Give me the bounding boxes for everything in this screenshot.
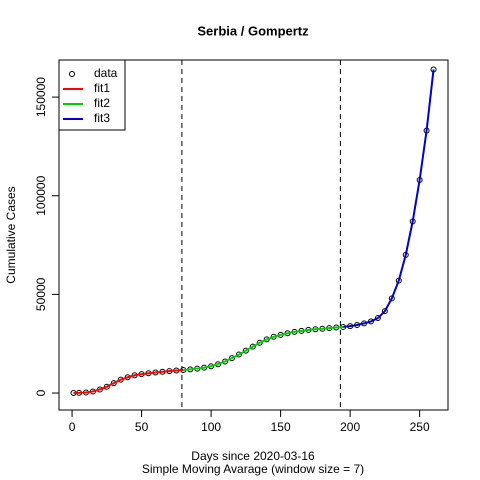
legend-label: fit1: [94, 81, 110, 95]
x-axis-label: Days since 2020-03-16: [191, 449, 315, 463]
y-tick-label: 150000: [34, 77, 48, 117]
fit-line: [73, 368, 184, 395]
chart-title: Serbia / Gompertz: [197, 23, 309, 38]
legend-symbol: [69, 71, 75, 77]
data-point: [110, 380, 117, 387]
data-point: [235, 351, 242, 358]
fit-line: [183, 325, 344, 371]
y-tick-label: 50000: [34, 277, 48, 311]
y-tick-label: 0: [34, 389, 48, 396]
legend-label: fit3: [94, 111, 110, 125]
data-point: [242, 347, 249, 354]
subtitle: Simple Moving Avarage (window size = 7): [142, 462, 364, 476]
data-point: [256, 339, 263, 346]
plot-frame: [58, 59, 449, 411]
legend-label: fit2: [94, 96, 110, 110]
y-axis-label: Cumulative Cases: [4, 186, 18, 283]
legend-label: data: [94, 66, 118, 80]
x-tick-label: 200: [340, 420, 360, 434]
y-tick-label: 100000: [34, 175, 48, 215]
data-point: [374, 315, 381, 322]
data-point: [249, 343, 256, 350]
x-tick-label: 50: [135, 420, 149, 434]
data-point: [228, 355, 235, 362]
x-tick-label: 0: [69, 420, 76, 434]
x-tick-label: 250: [410, 420, 430, 434]
x-tick-label: 100: [201, 420, 221, 434]
data-point: [381, 308, 388, 315]
fit-line: [343, 69, 435, 328]
x-tick-label: 150: [271, 420, 291, 434]
